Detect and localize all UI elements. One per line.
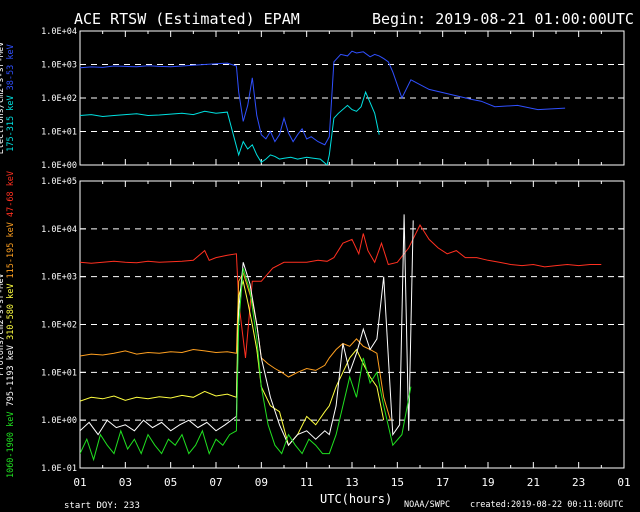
y-tick-label: 1.0E+02 bbox=[41, 94, 77, 104]
x-tick-label: 11 bbox=[300, 476, 313, 489]
series-line bbox=[80, 50, 566, 146]
y-tick-label: 1.0E+02 bbox=[41, 321, 77, 331]
credit-label: NOAA/SWPC bbox=[404, 500, 450, 510]
y-axis-label: 1060-1900 keV 795-1193 keV 310-580 keV 1… bbox=[6, 171, 16, 478]
y-tick-label: 1.0E+03 bbox=[41, 61, 77, 71]
series-line bbox=[80, 268, 412, 462]
x-tick-label: 15 bbox=[391, 476, 404, 489]
series-line bbox=[80, 223, 602, 358]
y-tick-label: 1.0E+04 bbox=[41, 27, 77, 37]
x-axis-label: UTC(hours) bbox=[320, 492, 392, 506]
x-tick-label: 17 bbox=[436, 476, 449, 489]
y-axis-label-part: 47-68 keV bbox=[6, 171, 16, 217]
y-axis-title: Protons/cm2-s-sr-MeV bbox=[0, 273, 6, 375]
x-axis: 01 03 05 07 09 11 13 15 17 19 21 23 01 bbox=[73, 476, 630, 489]
electron-panel: 1.0E+00 1.0E+01 1.0E+02 1.0E+03 1.0E+04 175-3… bbox=[0, 27, 625, 171]
y-axis-label-part: 1060-1900 keV bbox=[6, 406, 16, 478]
x-tick-label: 01 bbox=[617, 476, 630, 489]
y-tick-label: 1.0E+03 bbox=[41, 273, 77, 283]
created-label: created:2019-08-22 00:11:06UTC bbox=[470, 500, 624, 510]
chart-title: ACE RTSW (Estimated) EPAM bbox=[74, 10, 300, 28]
x-tick-label: 05 bbox=[164, 476, 177, 489]
begin-time: Begin: 2019-08-21 01:00:00UTC bbox=[372, 10, 634, 28]
y-axis-label-part: 795-1193 keV bbox=[6, 340, 16, 407]
y-tick-label: 1.0E+05 bbox=[41, 177, 77, 187]
series-line bbox=[80, 279, 385, 447]
y-tick-label: 1.0E-01 bbox=[41, 464, 77, 474]
x-tick-label: 23 bbox=[572, 476, 585, 489]
y-axis-label-part: 175-315 keV bbox=[6, 90, 16, 151]
x-tick-label: 07 bbox=[209, 476, 222, 489]
y-axis-label-part: 310-580 keV bbox=[6, 278, 16, 339]
start-doy: start DOY: 233 bbox=[64, 501, 140, 511]
y-tick-label: 1.0E+01 bbox=[41, 128, 77, 138]
x-tick-label: 01 bbox=[73, 476, 86, 489]
y-axis-title: Electrons/cm2-s-sr-MeV bbox=[0, 42, 6, 155]
y-axis-label: 175-315 keV 38-53 keV bbox=[6, 44, 16, 151]
y-tick-label: 1.0E+00 bbox=[41, 416, 77, 426]
x-tick-label: 03 bbox=[119, 476, 132, 489]
y-tick-label: 1.0E+00 bbox=[41, 161, 77, 171]
x-tick-label: 19 bbox=[481, 476, 494, 489]
y-axis-label-part: 38-53 keV bbox=[6, 44, 16, 90]
y-axis-label-part: 115-195 keV bbox=[6, 217, 16, 278]
proton-panel: 1.0E-01 1.0E+00 1.0E+01 1.0E+02 1.0E+03 1.0E+… bbox=[0, 171, 625, 478]
x-tick-label: 09 bbox=[255, 476, 268, 489]
series-line bbox=[80, 90, 380, 165]
x-tick-label: 21 bbox=[527, 476, 540, 489]
series-line bbox=[80, 214, 414, 447]
y-tick-label: 1.0E+01 bbox=[41, 368, 77, 378]
y-tick-label: 1.0E+04 bbox=[41, 225, 77, 235]
x-tick-label: 13 bbox=[345, 476, 358, 489]
